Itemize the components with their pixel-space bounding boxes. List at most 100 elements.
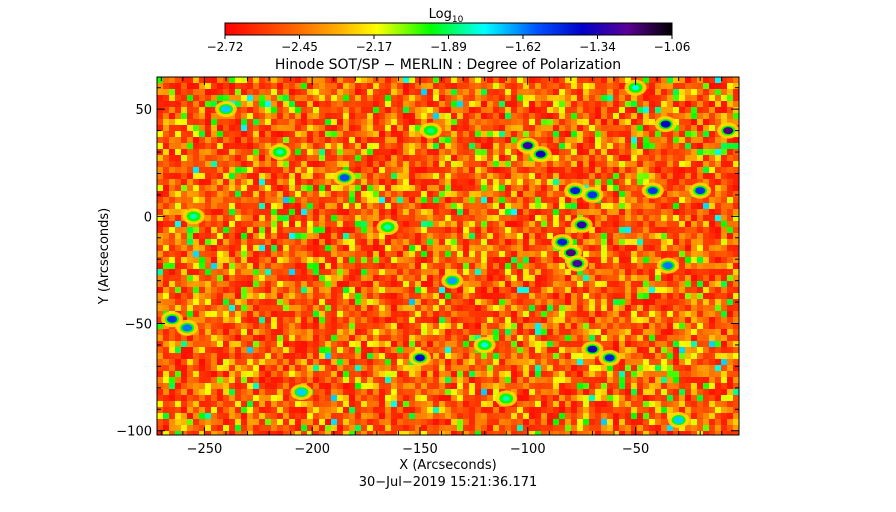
heatmap-cell <box>715 167 721 173</box>
heatmap-cell <box>715 107 721 113</box>
heatmap-cell <box>667 347 673 353</box>
heatmap-cell <box>253 125 259 131</box>
heatmap-cell <box>427 173 433 179</box>
heatmap-cell <box>415 113 421 119</box>
heatmap-cell <box>535 191 541 197</box>
heatmap-cell <box>223 359 229 365</box>
heatmap-cell <box>601 299 607 305</box>
heatmap-cell <box>307 179 313 185</box>
heatmap-cell <box>691 203 697 209</box>
heatmap-cell <box>685 281 691 287</box>
heatmap-cell <box>217 257 223 263</box>
heatmap-cell <box>583 179 589 185</box>
heatmap-cell <box>169 245 175 251</box>
heatmap-cell <box>583 167 589 173</box>
heatmap-cell <box>643 347 649 353</box>
heatmap-cell <box>553 215 559 221</box>
heatmap-cell <box>439 251 445 257</box>
heatmap-cell <box>661 179 667 185</box>
heatmap-cell <box>709 89 715 95</box>
heatmap-cell <box>553 203 559 209</box>
heatmap-cell <box>547 161 553 167</box>
heatmap-cell <box>523 185 529 191</box>
heatmap-cell <box>715 257 721 263</box>
heatmap-cell <box>565 359 571 365</box>
heatmap-cell <box>325 359 331 365</box>
heatmap-cell <box>385 371 391 377</box>
heatmap-cell <box>589 83 595 89</box>
heatmap-cell <box>199 161 205 167</box>
heatmap-cell <box>169 161 175 167</box>
heatmap-cell <box>619 155 625 161</box>
heatmap-cell <box>379 137 385 143</box>
heatmap-cell <box>235 167 241 173</box>
heatmap-cell <box>361 125 367 131</box>
heatmap-cell <box>511 233 517 239</box>
heatmap-cell <box>211 125 217 131</box>
heatmap-cell <box>223 155 229 161</box>
heatmap-cell <box>559 137 565 143</box>
heatmap-cell <box>349 77 355 83</box>
heatmap-cell <box>337 119 343 125</box>
heatmap-cell <box>643 119 649 125</box>
heatmap-cell <box>721 293 727 299</box>
heatmap-cell <box>163 107 169 113</box>
heatmap-cell <box>697 323 703 329</box>
heatmap-cell <box>655 107 661 113</box>
heatmap-cell <box>247 269 253 275</box>
heatmap-cell <box>637 101 643 107</box>
heatmap-cell <box>385 191 391 197</box>
heatmap-cell <box>685 293 691 299</box>
heatmap-cell <box>535 305 541 311</box>
heatmap-cell <box>367 77 373 83</box>
heatmap-cell <box>607 203 613 209</box>
heatmap-cell <box>667 311 673 317</box>
heatmap-cell <box>553 257 559 263</box>
heatmap-cell <box>415 149 421 155</box>
heatmap-cell <box>277 365 283 371</box>
heatmap-cell <box>523 263 529 269</box>
heatmap-cell <box>175 305 181 311</box>
heatmap-cell <box>229 89 235 95</box>
heatmap-cell <box>511 203 517 209</box>
heatmap-cell <box>391 89 397 95</box>
heatmap-cell <box>289 377 295 383</box>
heatmap-cell <box>385 95 391 101</box>
heatmap-cell <box>703 275 709 281</box>
heatmap-cell <box>601 107 607 113</box>
heatmap-cell <box>697 377 703 383</box>
heatmap-cell <box>541 107 547 113</box>
heatmap-cell <box>403 197 409 203</box>
heatmap-cell <box>721 173 727 179</box>
heatmap-cell <box>421 119 427 125</box>
heatmap-cell <box>259 83 265 89</box>
heatmap-cell <box>253 341 259 347</box>
heatmap-cell <box>367 275 373 281</box>
heatmap-cell <box>709 245 715 251</box>
heatmap-cell <box>697 131 703 137</box>
heatmap-cell <box>547 209 553 215</box>
heatmap-cell <box>673 191 679 197</box>
heatmap-cell <box>541 143 547 149</box>
heatmap-cell <box>529 95 535 101</box>
heatmap-cell <box>493 317 499 323</box>
heatmap-cell <box>673 245 679 251</box>
heatmap-cell <box>451 341 457 347</box>
heatmap-cell <box>397 335 403 341</box>
heatmap-cell <box>229 95 235 101</box>
heatmap-cell <box>487 251 493 257</box>
heatmap-cell <box>553 119 559 125</box>
heatmap-cell <box>661 347 667 353</box>
heatmap-cell <box>163 161 169 167</box>
heatmap-cell <box>529 173 535 179</box>
heatmap-cell <box>613 251 619 257</box>
heatmap-cell <box>313 293 319 299</box>
heatmap-cell <box>637 263 643 269</box>
heatmap-cell <box>643 239 649 245</box>
heatmap-cell <box>517 221 523 227</box>
heatmap-cell <box>721 227 727 233</box>
heatmap-cell <box>553 359 559 365</box>
heatmap-cell <box>451 269 457 275</box>
heatmap-cell <box>337 269 343 275</box>
heatmap-cell <box>319 329 325 335</box>
